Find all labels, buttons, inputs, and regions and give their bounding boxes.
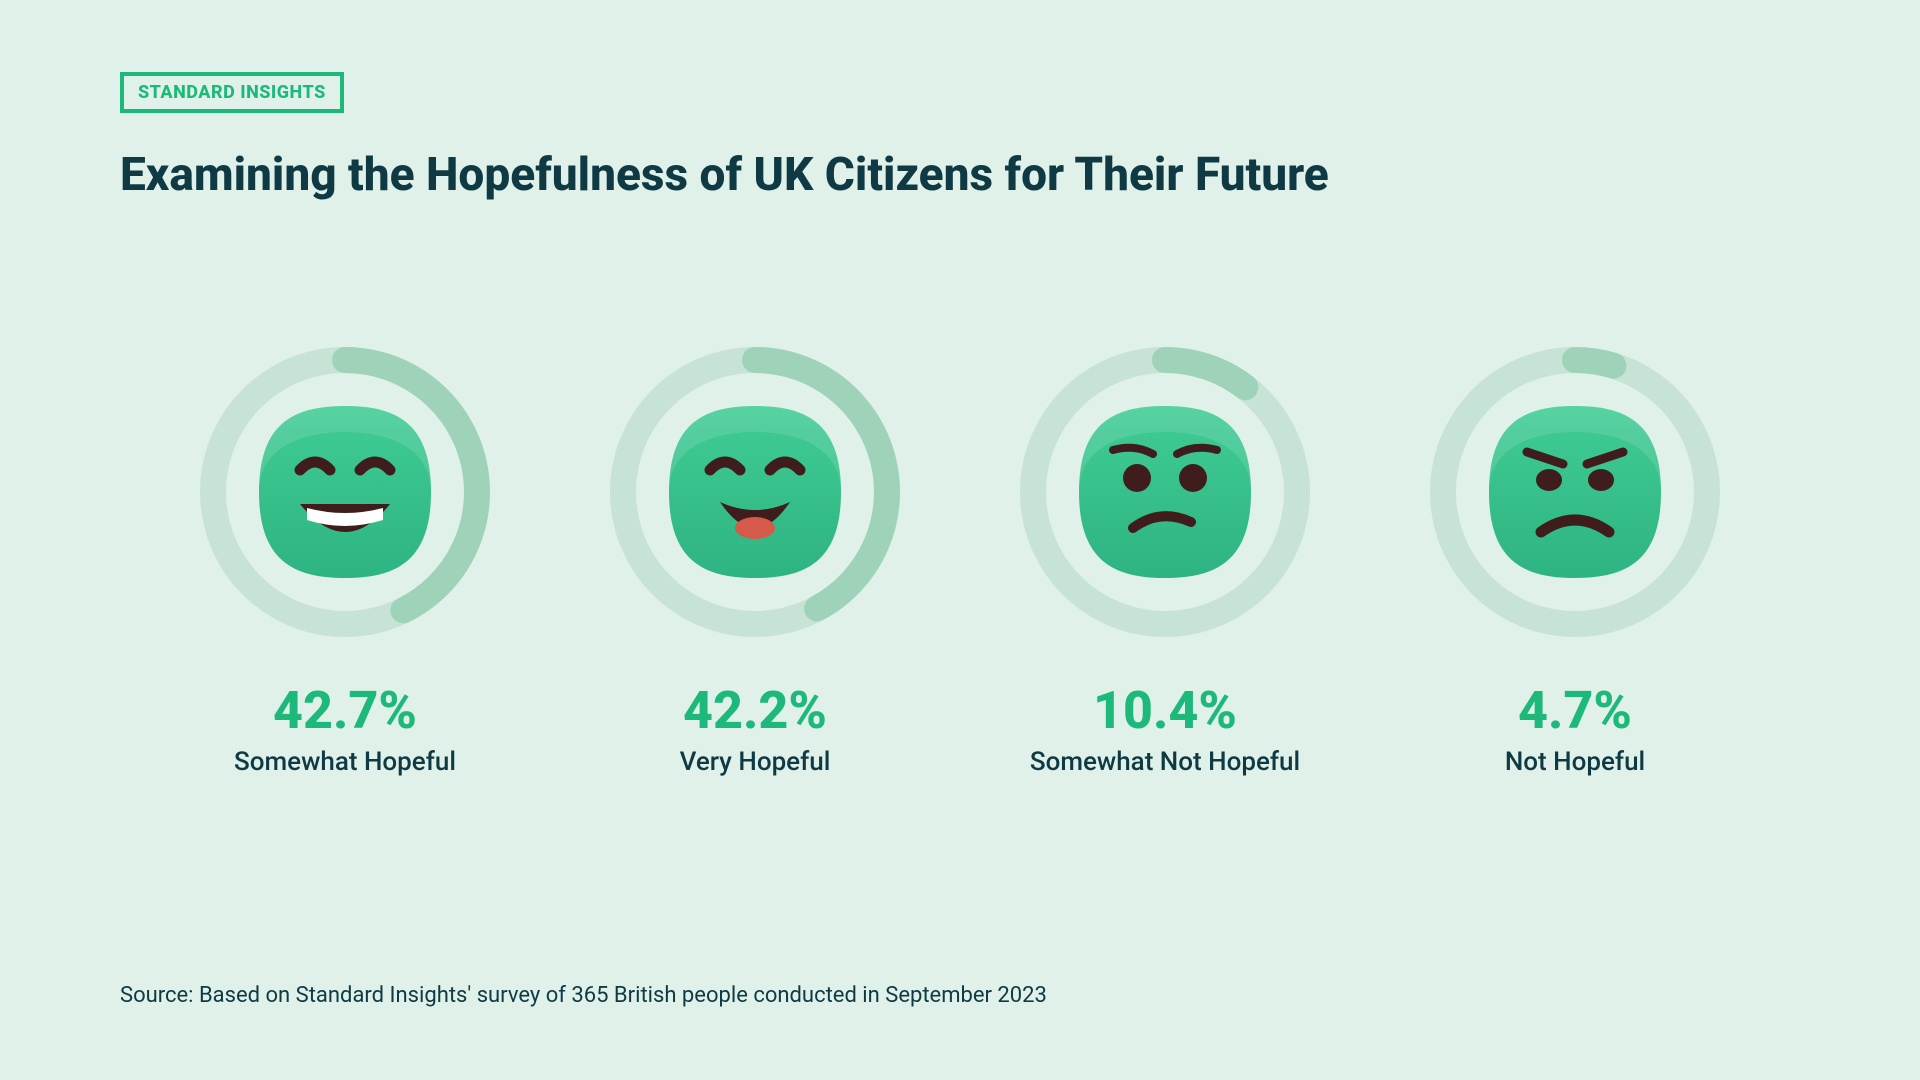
progress-ring — [1005, 332, 1325, 652]
face-icon — [1475, 392, 1675, 592]
source-text: Source: Based on Standard Insights' surv… — [120, 983, 1047, 1008]
brand-badge: STANDARD INSIGHTS — [120, 72, 344, 113]
metric-item: 42.7% Somewhat Hopeful — [160, 332, 530, 777]
page-title: Examining the Hopefulness of UK Citizens… — [120, 149, 1800, 202]
metric-item: 4.7% Not Hopeful — [1390, 332, 1760, 777]
metric-item: 42.2% Very Hopeful — [570, 332, 940, 777]
metric-percent: 42.7% — [273, 680, 417, 741]
metrics-row: 42.7% Somewhat Hopeful 42.2% — [120, 332, 1800, 777]
progress-ring — [1415, 332, 1735, 652]
face-icon — [245, 392, 445, 592]
progress-ring — [595, 332, 915, 652]
metric-label: Not Hopeful — [1505, 747, 1645, 777]
face-icon — [1065, 392, 1265, 592]
progress-ring — [185, 332, 505, 652]
metric-label: Somewhat Not Hopeful — [1030, 747, 1300, 777]
metric-label: Very Hopeful — [680, 747, 831, 777]
face-icon — [655, 392, 855, 592]
infographic-canvas: STANDARD INSIGHTS Examining the Hopefuln… — [0, 0, 1920, 1080]
metric-percent: 42.2% — [683, 680, 827, 741]
metric-label: Somewhat Hopeful — [234, 747, 456, 777]
metric-item: 10.4% Somewhat Not Hopeful — [980, 332, 1350, 777]
metric-percent: 10.4% — [1093, 680, 1237, 741]
metric-percent: 4.7% — [1518, 680, 1632, 741]
